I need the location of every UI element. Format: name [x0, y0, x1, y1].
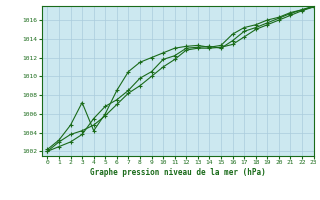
- X-axis label: Graphe pression niveau de la mer (hPa): Graphe pression niveau de la mer (hPa): [90, 168, 266, 177]
